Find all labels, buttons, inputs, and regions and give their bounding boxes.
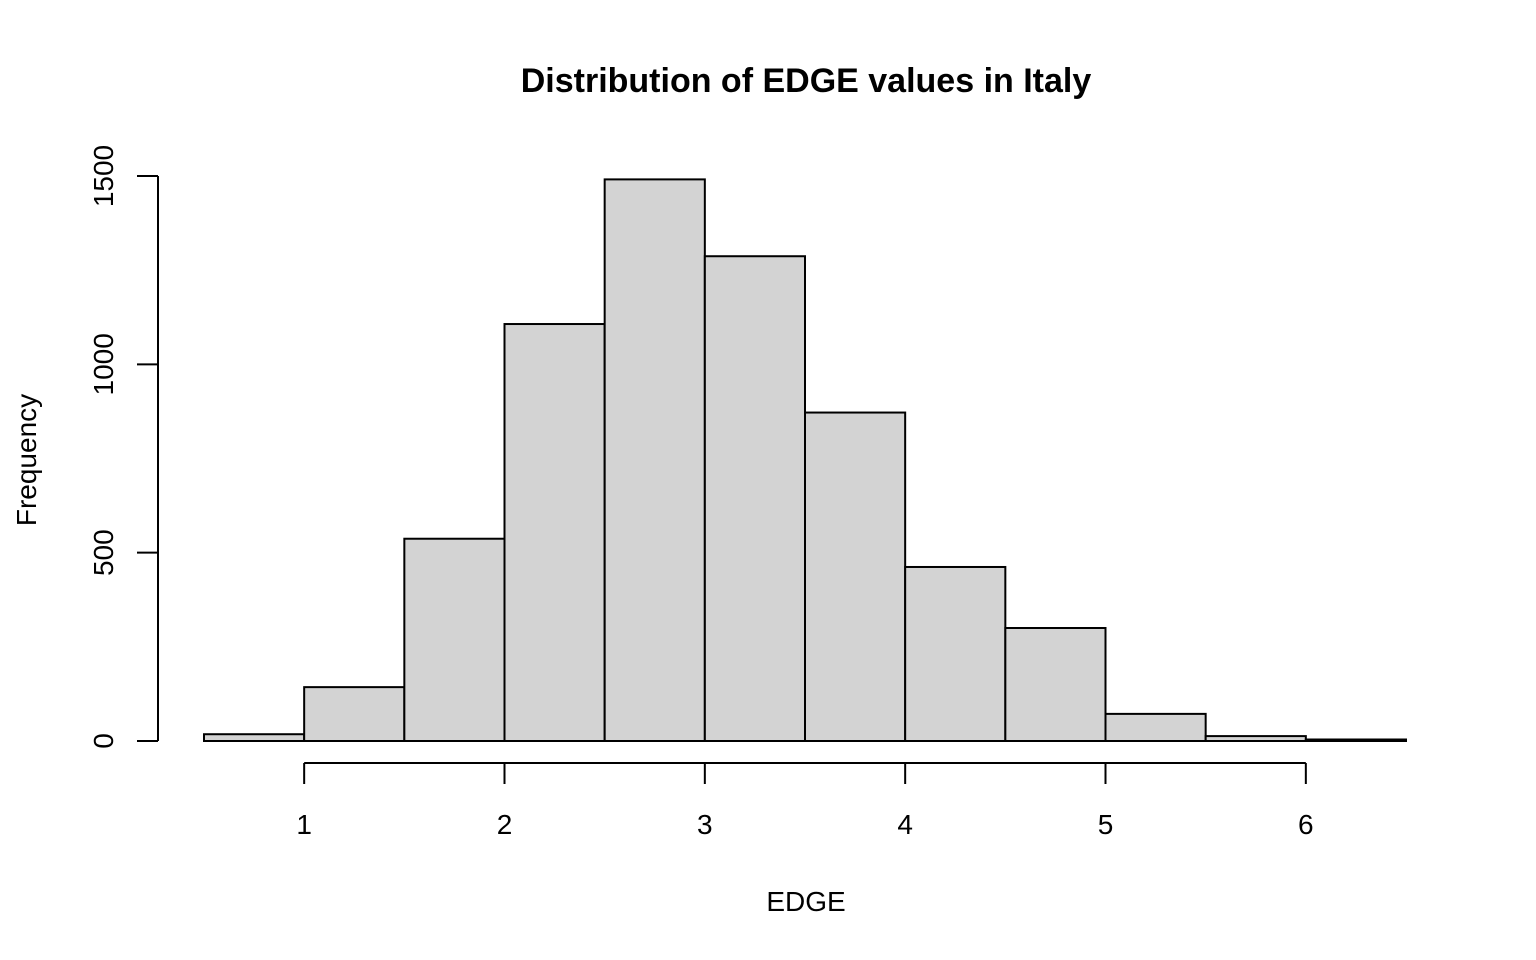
histogram-bar-1	[303, 686, 406, 742]
x-tick-label: 3	[697, 809, 713, 840]
chart-title: Distribution of EDGE values in Italy	[521, 62, 1092, 100]
x-tick-label: 6	[1298, 809, 1314, 840]
y-axis-label: Frequency	[11, 394, 42, 526]
y-tick-label: 1000	[88, 333, 119, 395]
x-axis-label: EDGE	[766, 886, 845, 917]
histogram-bar-9	[1104, 712, 1207, 743]
x-tick-label: 1	[296, 809, 312, 840]
histogram-bar-10	[1204, 735, 1307, 742]
histogram-bar-3	[503, 323, 606, 742]
y-tick-label: 1500	[88, 145, 119, 207]
histogram-bar-8	[1004, 627, 1107, 742]
x-tick-label: 4	[897, 809, 913, 840]
histogram-bar-11	[1304, 738, 1408, 743]
histogram-bar-5	[703, 255, 806, 742]
histogram-bar-0	[203, 733, 306, 742]
histogram-bar-4	[603, 178, 706, 742]
x-axis: 1 2 3 4 5 6	[296, 762, 1314, 840]
x-tick-label: 2	[497, 809, 513, 840]
y-tick-label: 0	[88, 733, 119, 749]
histogram-bar-6	[804, 411, 907, 742]
x-tick-label: 5	[1098, 809, 1114, 840]
histogram-bar-7	[904, 565, 1007, 742]
y-axis: 0 500 1000 1500	[88, 145, 159, 749]
y-tick-label: 500	[88, 529, 119, 576]
histogram-bars	[203, 178, 1408, 743]
histogram-bar-2	[403, 537, 506, 742]
